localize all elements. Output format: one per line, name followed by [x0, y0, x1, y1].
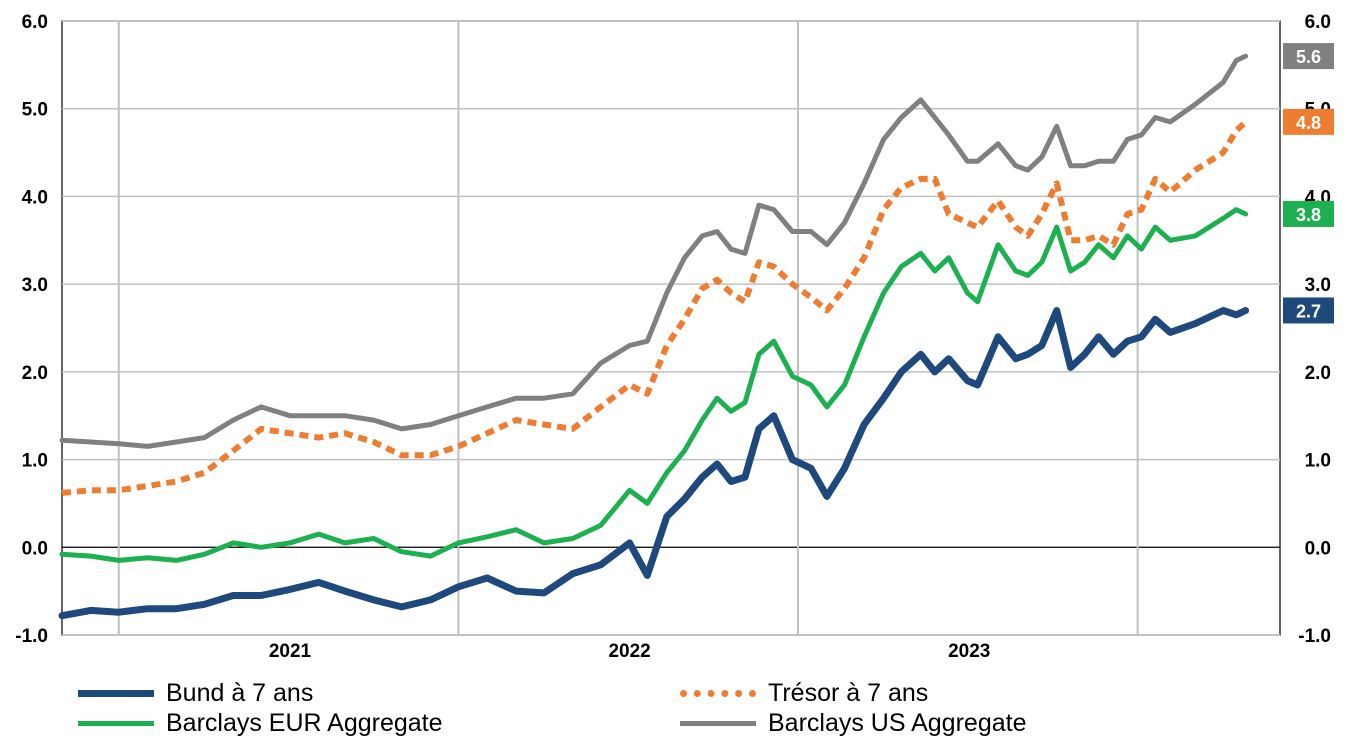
legend-label-bund: Bund à 7 ans: [166, 678, 314, 707]
legend-item-eur-aggregate: Barclays EUR Aggregate: [78, 708, 443, 738]
end-label-3: 5.6: [1296, 47, 1321, 67]
legend: Bund à 7 ans Trésor à 7 ans Barclays EUR…: [0, 672, 1350, 756]
y-tick-left: 0.0: [22, 538, 48, 559]
legend-swatch-tresor: [680, 689, 756, 697]
y-tick-left: -1.0: [15, 626, 48, 647]
x-axis: 2021 2022 2023: [269, 641, 991, 662]
series-line-3: [59, 53, 1249, 449]
y-tick-right: 6.0: [1305, 12, 1331, 33]
grid: [61, 20, 1281, 636]
legend-item-bund: Bund à 7 ans: [78, 678, 313, 708]
line-chart: 6.05.04.03.02.01.00.0-1.0 6.05.04.03.02.…: [15, 12, 1334, 662]
end-label-0: 2.7: [1296, 301, 1321, 321]
left-y-axis: 6.0 5.0 4.0 3.0 2.0 1.0 0.0 -1.0: [15, 12, 48, 647]
series-line-0: [58, 307, 1250, 620]
y-tick-right: -1.0: [1298, 626, 1331, 647]
series-line-2: [59, 207, 1249, 563]
end-label-box-3: [1283, 43, 1334, 70]
end-label-box-2: [1283, 200, 1334, 227]
legend-label-tresor: Trésor à 7 ans: [768, 678, 929, 707]
y-tick-left: 1.0: [22, 451, 48, 472]
legend-swatch-eur-aggregate: [78, 720, 154, 726]
end-labels: 2.7 4.8 3.8 5.6: [1283, 43, 1334, 324]
end-label-1: 4.8: [1296, 113, 1321, 133]
y-tick-left: 5.0: [22, 100, 48, 121]
x-tick-label: 2022: [608, 641, 650, 662]
end-label-2: 3.8: [1296, 205, 1321, 225]
series-lines: [58, 53, 1250, 620]
y-tick-left: 4.0: [22, 187, 48, 208]
y-tick-right: 2.0: [1305, 363, 1331, 384]
y-tick-right: 1.0: [1305, 451, 1331, 472]
legend-swatch-us-aggregate: [680, 720, 756, 726]
legend-item-us-aggregate: Barclays US Aggregate: [680, 708, 1026, 738]
end-label-box-0: [1283, 297, 1334, 324]
y-tick-left: 3.0: [22, 275, 48, 296]
series-line-1: [61, 119, 1248, 496]
legend-label-eur-aggregate: Barclays EUR Aggregate: [166, 708, 443, 737]
legend-item-tresor: Trésor à 7 ans: [680, 678, 928, 708]
legend-label-us-aggregate: Barclays US Aggregate: [768, 708, 1027, 737]
x-tick-label: 2023: [948, 641, 990, 662]
x-tick-label: 2021: [269, 641, 312, 662]
legend-swatch-bund: [78, 689, 154, 697]
y-tick-left: 2.0: [22, 363, 48, 384]
right-y-axis: 6.05.04.03.02.01.00.0-1.0: [1298, 12, 1331, 647]
end-label-box-1: [1283, 108, 1334, 135]
y-tick-left: 6.0: [22, 12, 48, 33]
y-tick-right: 3.0: [1305, 275, 1331, 296]
y-tick-right: 0.0: [1305, 538, 1331, 559]
